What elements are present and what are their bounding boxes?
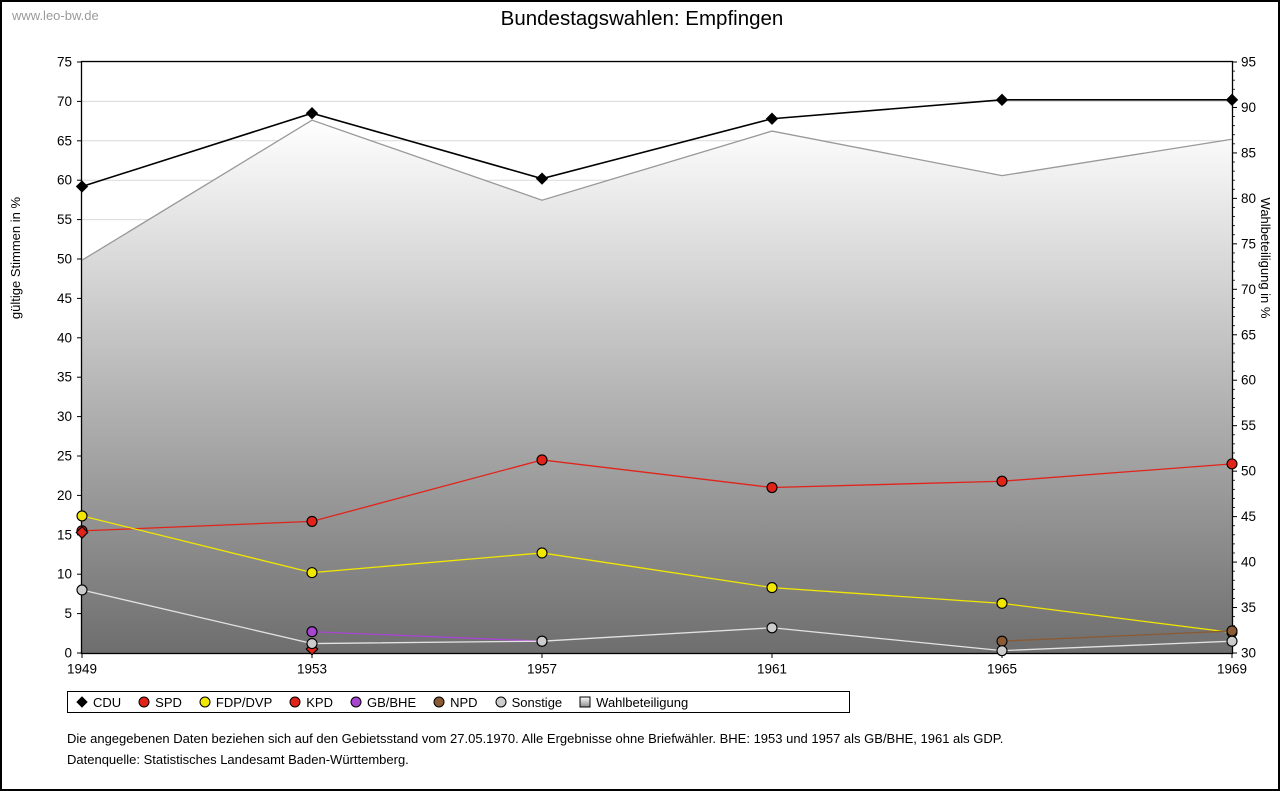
svg-text:50: 50: [57, 252, 72, 267]
svg-text:60: 60: [57, 173, 72, 188]
svg-text:35: 35: [57, 370, 72, 385]
svg-text:1965: 1965: [987, 662, 1017, 677]
svg-text:55: 55: [1241, 418, 1256, 433]
svg-text:5: 5: [64, 606, 72, 621]
svg-text:95: 95: [1241, 55, 1256, 70]
svg-text:85: 85: [1241, 145, 1256, 160]
svg-text:80: 80: [1241, 191, 1256, 206]
svg-text:70: 70: [1241, 282, 1256, 297]
svg-text:35: 35: [1241, 600, 1256, 615]
svg-text:45: 45: [1241, 509, 1256, 524]
svg-text:1969: 1969: [1217, 662, 1247, 677]
svg-text:30: 30: [1241, 646, 1256, 661]
svg-text:40: 40: [1241, 555, 1256, 570]
svg-text:20: 20: [57, 488, 72, 503]
svg-text:65: 65: [57, 133, 72, 148]
svg-text:10: 10: [57, 567, 72, 582]
svg-text:65: 65: [1241, 327, 1256, 342]
svg-text:45: 45: [57, 291, 72, 306]
svg-text:0: 0: [64, 646, 72, 661]
svg-text:60: 60: [1241, 373, 1256, 388]
svg-text:70: 70: [57, 94, 72, 109]
svg-text:90: 90: [1241, 100, 1256, 115]
svg-text:55: 55: [57, 212, 72, 227]
svg-text:30: 30: [57, 409, 72, 424]
svg-text:40: 40: [57, 330, 72, 345]
svg-text:1957: 1957: [527, 662, 557, 677]
svg-text:15: 15: [57, 527, 72, 542]
svg-text:1961: 1961: [757, 662, 787, 677]
svg-text:75: 75: [57, 55, 72, 70]
svg-text:50: 50: [1241, 464, 1256, 479]
svg-text:1953: 1953: [297, 662, 327, 677]
svg-text:75: 75: [1241, 236, 1256, 251]
svg-text:25: 25: [57, 449, 72, 464]
svg-text:1949: 1949: [67, 662, 97, 677]
